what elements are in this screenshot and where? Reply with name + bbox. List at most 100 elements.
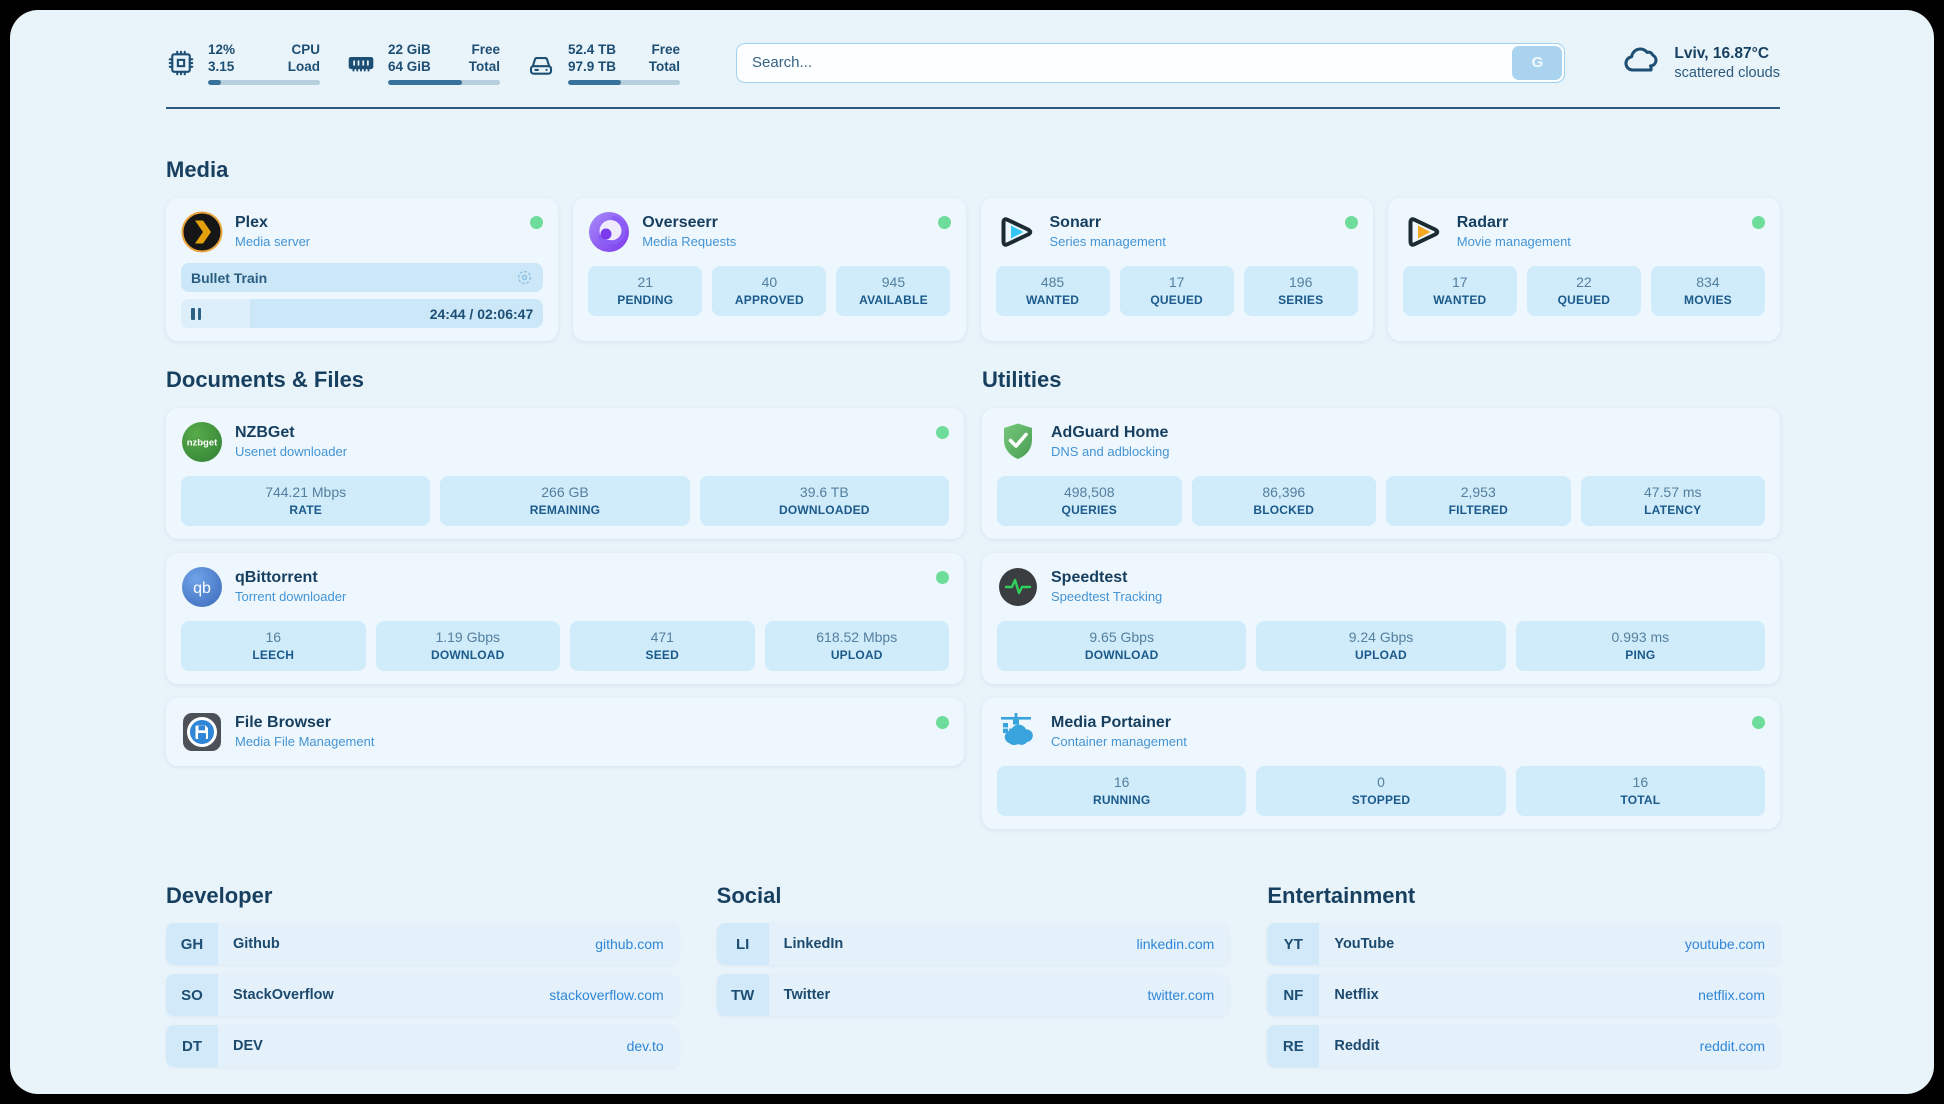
stat-running: 16 RUNNING (997, 766, 1247, 816)
memory-total-value: 64 GiB (388, 58, 431, 74)
cpu-label-bottom: Load (287, 58, 320, 74)
status-dot-online (1752, 716, 1765, 729)
bookmark-name: DEV (233, 1038, 263, 1054)
sonarr-icon (996, 211, 1038, 253)
stat-download: 9.65 Gbps DOWNLOAD (997, 621, 1247, 671)
status-dot-online (530, 216, 544, 229)
stat-upload: 618.52 Mbps UPLOAD (764, 621, 949, 671)
bookmark-abbr: NF (1267, 974, 1320, 1016)
disk-icon (526, 48, 556, 78)
cpu-label-top: CPU (291, 41, 320, 57)
app-subtitle: Media File Management (235, 734, 375, 749)
app-name: Sonarr (1049, 214, 1102, 231)
section-title-documents: Documents & Files (166, 367, 365, 392)
pause-icon (191, 307, 201, 320)
app-card-plex[interactable]: Plex Media server Bullet Train (166, 198, 559, 341)
bookmark-dev[interactable]: DT DEV dev.to (166, 1025, 679, 1067)
header-divider (166, 107, 1780, 109)
app-card-filebrowser[interactable]: File Browser Media File Management (166, 698, 964, 766)
bookmarks-entertainment: Entertainment YT YouTube youtube.com NF … (1267, 883, 1781, 1076)
app-card-radarr[interactable]: Radarr Movie management 17 WANTED 22 QUE… (1387, 198, 1780, 341)
memory-progress-track (388, 79, 500, 85)
status-dot-online (936, 571, 949, 584)
bookmarks-social: Social LI LinkedIn linkedin.com TW Twitt… (716, 883, 1230, 1076)
app-card-sonarr[interactable]: Sonarr Series management 485 WANTED 17 Q… (980, 198, 1373, 341)
disk-progress-track (568, 79, 680, 85)
bookmark-url: twitter.com (1147, 987, 1215, 1003)
app-card-speedtest[interactable]: Speedtest Speedtest Tracking 9.65 Gbps D… (982, 553, 1780, 684)
weather-widget: Lviv, 16.87°C scattered clouds (1621, 40, 1780, 85)
topbar: 12% 3.15 CPU Load (166, 40, 1780, 85)
bookmark-youtube[interactable]: YT YouTube youtube.com (1267, 923, 1781, 965)
stat-remaining: 266 GB REMAINING (440, 476, 690, 526)
disk-total-value: 97.9 TB (568, 58, 617, 74)
bookmark-name: Reddit (1334, 1038, 1380, 1054)
cpu-icon (166, 48, 196, 78)
app-card-portainer[interactable]: Media Portainer Container management 16 … (982, 698, 1780, 829)
app-subtitle: Series management (1049, 234, 1166, 249)
bookmark-name: Netflix (1334, 987, 1379, 1003)
app-name: Plex (235, 214, 268, 231)
bookmark-name: LinkedIn (783, 936, 844, 952)
app-subtitle: Media server (235, 234, 311, 249)
stat-queries: 498,508 QUERIES (997, 476, 1182, 526)
disk-label-bottom: Total (648, 58, 680, 74)
bookmark-reddit[interactable]: RE Reddit reddit.com (1267, 1025, 1781, 1067)
section-utilities: Utilities AdGuard Home (982, 367, 1780, 843)
bookmark-url: stackoverflow.com (549, 987, 664, 1003)
app-card-adguard[interactable]: AdGuard Home DNS and adblocking 498,508 … (982, 408, 1780, 539)
disk-metric: 52.4 TB 97.9 TB Free Total (526, 41, 680, 85)
filebrowser-icon (181, 711, 223, 753)
search-engine-button[interactable]: G (1512, 45, 1563, 80)
disk-free-value: 52.4 TB (568, 41, 617, 57)
bookmark-twitter[interactable]: TW Twitter twitter.com (716, 974, 1230, 1016)
bookmark-abbr: RE (1267, 1025, 1320, 1067)
bookmark-abbr: DT (166, 1025, 218, 1067)
playback-time: 24:44 / 02:06:47 (429, 305, 534, 322)
search-input[interactable] (736, 42, 1566, 83)
bookmark-abbr: YT (1267, 923, 1320, 965)
stat-rate: 744.21 Mbps RATE (181, 476, 431, 526)
bookmark-abbr: LI (716, 923, 769, 965)
bookmarks-developer: Developer GH Github github.com SO StackO… (166, 883, 679, 1076)
portainer-icon (997, 711, 1039, 753)
stat-movies: 834 MOVIES (1650, 266, 1765, 316)
app-name: Radarr (1456, 214, 1509, 231)
stat-approved: 40 APPROVED (712, 266, 827, 316)
bookmark-abbr: GH (166, 923, 218, 965)
bookmark-netflix[interactable]: NF Netflix netflix.com (1267, 974, 1781, 1016)
app-name: Media Portainer (1051, 714, 1172, 731)
ram-icon (346, 48, 376, 78)
app-card-overseerr[interactable]: Overseerr Media Requests 21 PENDING 40 A… (573, 198, 966, 341)
stat-leech: 16 LEECH (181, 621, 366, 671)
section-title-developer: Developer (166, 883, 273, 908)
disk-label-top: Free (651, 41, 680, 57)
bookmark-stackoverflow[interactable]: SO StackOverflow stackoverflow.com (166, 974, 679, 1016)
app-card-qbittorrent[interactable]: qb qBittorrent Torrent downloader 16 LEE… (166, 553, 964, 684)
status-dot-online (936, 426, 949, 439)
stat-queued: 22 QUEUED (1526, 266, 1641, 316)
stat-seed: 471 SEED (570, 621, 755, 671)
speedtest-icon (997, 566, 1039, 608)
playback-progress-bar: 24:44 / 02:06:47 (181, 299, 544, 328)
bookmark-name: StackOverflow (233, 987, 334, 1003)
bookmark-url: reddit.com (1699, 1038, 1766, 1054)
now-playing-title: Bullet Train (191, 269, 268, 286)
plex-icon (181, 211, 223, 253)
nzbget-icon: nzbget (181, 421, 223, 463)
stat-filtered: 2,953 FILTERED (1386, 476, 1571, 526)
cpu-progress-fill (208, 79, 222, 85)
adguard-icon (997, 421, 1039, 463)
overseerr-icon (588, 211, 630, 253)
app-name: qBittorrent (235, 569, 318, 586)
app-name: File Browser (235, 714, 332, 731)
gear-icon[interactable] (516, 269, 533, 286)
status-dot-online (937, 216, 951, 229)
bookmark-url: dev.to (626, 1038, 664, 1054)
app-subtitle: Movie management (1456, 234, 1571, 249)
app-subtitle: Media Requests (642, 234, 737, 249)
app-card-nzbget[interactable]: nzbget NZBGet Usenet downloader 744.21 M… (166, 408, 964, 539)
cpu-load-value: 3.15 (208, 58, 235, 74)
bookmark-github[interactable]: GH Github github.com (166, 923, 679, 965)
bookmark-linkedin[interactable]: LI LinkedIn linkedin.com (716, 923, 1230, 965)
